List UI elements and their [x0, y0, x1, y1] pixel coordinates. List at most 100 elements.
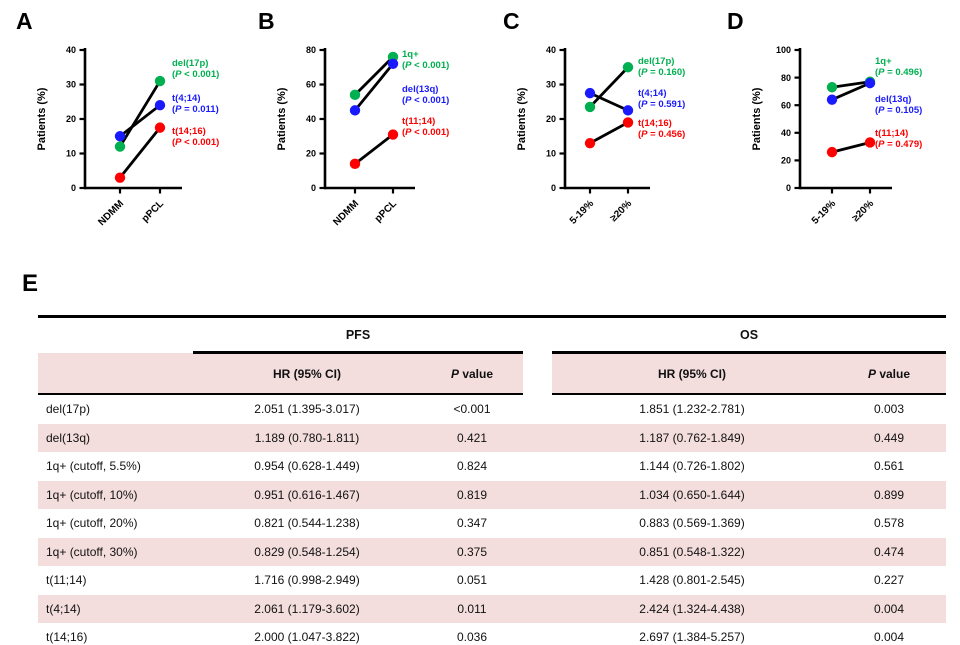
series-name-label: t(14;16): [638, 118, 672, 129]
table-cell: 2.061 (1.179-3.602): [193, 594, 421, 623]
table-row: t(11;14) 1.716 (0.998-2.949) 0.051 1.428 (0…: [38, 566, 946, 595]
data-point: [584, 87, 596, 99]
table-gap-cell: [523, 537, 552, 566]
y-tick-label: 0: [71, 183, 76, 193]
y-axis-title: Patients (%): [751, 87, 763, 150]
table-body: del(17p) 2.051 (1.395-3.017) <0.001 1.851 (…: [38, 394, 946, 645]
data-point: [114, 131, 126, 142]
panel-label-B: B: [258, 8, 275, 34]
table-gap-cell: [523, 452, 552, 481]
y-axis-title: Patients (%): [36, 87, 48, 150]
panel-D: D 0 20 40 60 80 100 5-19% ≥20% Patients (%) 1q+ (P…: [690, 0, 960, 250]
data-point: [349, 158, 361, 170]
table-cell: del(13q): [38, 423, 193, 452]
series-line: [118, 126, 162, 180]
panel-B: B 0 20 40 60 80 NDMM pPCL Patients (%) 1q+ (P < 0…: [230, 0, 500, 250]
y-tick-label: 30: [546, 80, 556, 90]
y-tick-label: 20: [781, 156, 791, 166]
panel-label-A: A: [16, 8, 33, 34]
series-line: [118, 79, 162, 149]
panel-C: C 0 10 20 30 40 5-19% ≥20% Patients (%) del(17p)…: [460, 0, 730, 250]
table-cell: 1.428 (0.801-2.545): [639, 573, 745, 588]
table-cell: 0.899: [832, 480, 946, 509]
data-point: [622, 62, 634, 73]
series-line: [353, 62, 395, 112]
x-category-label: NDMM: [96, 198, 126, 228]
table-subheader-hr-os: HR (95% CI): [552, 352, 832, 395]
table-cell: 0.819: [421, 480, 523, 509]
series-pvalue-label: (P = 0.456): [638, 129, 685, 140]
table-cell: t(14;16): [38, 623, 193, 645]
series-pvalue-label: (P = 0.011): [172, 104, 219, 115]
series-pvalue-label: (P = 0.160): [638, 67, 685, 78]
table-group-header-os: OS: [552, 316, 946, 354]
x-category-label: NDMM: [331, 198, 361, 228]
data-point: [154, 122, 166, 133]
data-point: [584, 137, 596, 149]
y-tick-label: 100: [776, 45, 791, 55]
table-cell: 0.347: [456, 516, 488, 531]
data-point: [864, 137, 876, 148]
data-point: [826, 82, 838, 93]
table-cell: 1.189 (0.780-1.811): [193, 423, 421, 452]
data-point: [826, 94, 838, 105]
data-point: [387, 129, 399, 140]
data-point: [154, 100, 166, 111]
y-tick-label: 10: [66, 149, 76, 159]
table-subheader-hr-pfs: HR (95% CI): [193, 352, 421, 395]
series-line: [118, 103, 162, 138]
series-line: [588, 91, 630, 112]
table-cell: 0.578: [873, 516, 905, 531]
series-line: [830, 81, 872, 102]
data-point: [114, 172, 126, 183]
y-tick-label: 40: [306, 114, 316, 124]
y-tick-label: 60: [781, 100, 791, 110]
table-gap-cell: [523, 423, 552, 452]
table-subheader-empty: [38, 352, 193, 395]
panel-label-D: D: [727, 8, 744, 34]
y-tick-label: 40: [781, 128, 791, 138]
series-name-label: t(11;14): [402, 116, 435, 127]
table-cell: 2.051 (1.395-3.017): [254, 402, 360, 417]
table-cell: 0.011: [421, 594, 523, 623]
table-gap-cell: [523, 623, 552, 645]
table-row: t(4;14) 2.061 (1.179-3.602) 0.011 2.424 (1.…: [38, 594, 946, 623]
series-name-label: t(11;14): [875, 128, 908, 139]
table-cell: 0.003: [873, 402, 905, 417]
y-tick-label: 60: [306, 80, 316, 90]
table-cell: t(11;14): [46, 573, 87, 588]
data-point: [349, 105, 361, 116]
table-cell: 0.951 (0.616-1.467): [193, 480, 421, 509]
table-group-header-pfs: PFS: [193, 316, 523, 354]
table-cell: 0.954 (0.628-1.449): [254, 459, 360, 474]
y-tick-label: 20: [546, 114, 556, 124]
y-tick-label: 40: [546, 45, 556, 55]
series-pvalue-label: (P < 0.001): [402, 127, 449, 138]
series-pvalue-label: (P = 0.479): [875, 139, 922, 150]
series-line: [353, 133, 395, 166]
table-cell: 0.051: [456, 573, 488, 588]
x-category-label: pPCL: [373, 198, 399, 224]
table-cell: 0.829 (0.548-1.254): [193, 537, 421, 566]
y-tick-label: 30: [66, 80, 76, 90]
panel-A: A 0 10 20 30 40 NDMM pPCL Patients (%) del(17p)(…: [0, 0, 270, 250]
y-axis-title: Patients (%): [516, 87, 528, 150]
series-name-label: t(14;16): [172, 126, 206, 137]
table-cell: 0.375: [421, 537, 523, 566]
series-pvalue-label: (P = 0.591): [638, 99, 685, 110]
series-pvalue-label: (P < 0.001): [172, 137, 219, 148]
series-name-label: del(17p): [172, 58, 208, 69]
table-cell: 1.716 (0.998-2.949): [254, 573, 360, 588]
table-cell: 1q+ (cutoff, 20%): [46, 516, 138, 531]
table-gap-cell: [523, 317, 552, 353]
table-subheader-row: HR (95% CI) P value HR (95% CI) P value: [38, 352, 946, 395]
y-tick-label: 10: [546, 149, 556, 159]
y-tick-label: 0: [551, 183, 556, 193]
table-row: 1q+ (cutoff, 30%) 0.829 (0.548-1.254) 0.37…: [38, 537, 946, 566]
data-point: [584, 101, 596, 113]
table-cell: 0.004: [832, 594, 946, 623]
